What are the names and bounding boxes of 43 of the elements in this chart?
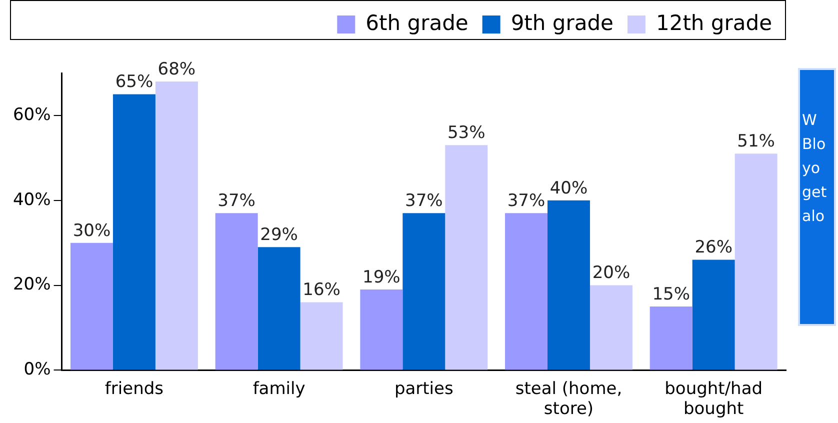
bar <box>590 285 632 370</box>
bar <box>445 145 488 370</box>
callout-box: W Blo yo get alo <box>798 68 836 326</box>
legend-label: 6th grade <box>366 10 468 35</box>
bar <box>215 213 258 370</box>
bar <box>112 94 156 370</box>
data-label: 37% <box>404 191 443 212</box>
data-label: 65% <box>115 72 154 92</box>
y-tick-label: 20% <box>12 274 51 295</box>
data-label: 37% <box>218 191 256 212</box>
bar <box>300 302 343 370</box>
bar <box>692 260 735 370</box>
legend-label: 12th grade <box>656 10 772 35</box>
data-label: 53% <box>447 123 486 144</box>
data-label: 26% <box>694 238 732 258</box>
x-tick-label: bought/had bought <box>664 378 763 420</box>
data-label: 51% <box>737 132 775 152</box>
data-label: 68% <box>158 59 196 80</box>
data-label: 40% <box>550 178 588 198</box>
bar <box>505 213 548 370</box>
data-label: 30% <box>72 220 111 241</box>
bar <box>402 213 446 370</box>
y-tick-label: 60% <box>12 104 51 125</box>
bar <box>258 247 300 370</box>
data-label: 20% <box>592 263 630 284</box>
data-label: 16% <box>302 280 340 300</box>
data-label: 15% <box>652 284 690 304</box>
legend-label: 9th grade <box>510 10 614 35</box>
x-tick-label: family <box>252 378 306 399</box>
data-label: 29% <box>260 224 298 245</box>
bar <box>650 306 692 370</box>
x-tick-label: friends <box>104 378 164 399</box>
y-tick-label: 40% <box>12 190 51 210</box>
bar <box>360 290 403 370</box>
x-tick-label: steal (home, store) <box>515 378 622 420</box>
data-label: 37% <box>507 191 546 212</box>
x-tick-label: parties <box>394 378 454 399</box>
bar <box>155 81 198 370</box>
bar <box>70 242 113 370</box>
bar <box>734 154 778 370</box>
y-tick-label: 0% <box>24 360 51 380</box>
data-label: 19% <box>362 267 400 288</box>
bar <box>547 200 590 370</box>
